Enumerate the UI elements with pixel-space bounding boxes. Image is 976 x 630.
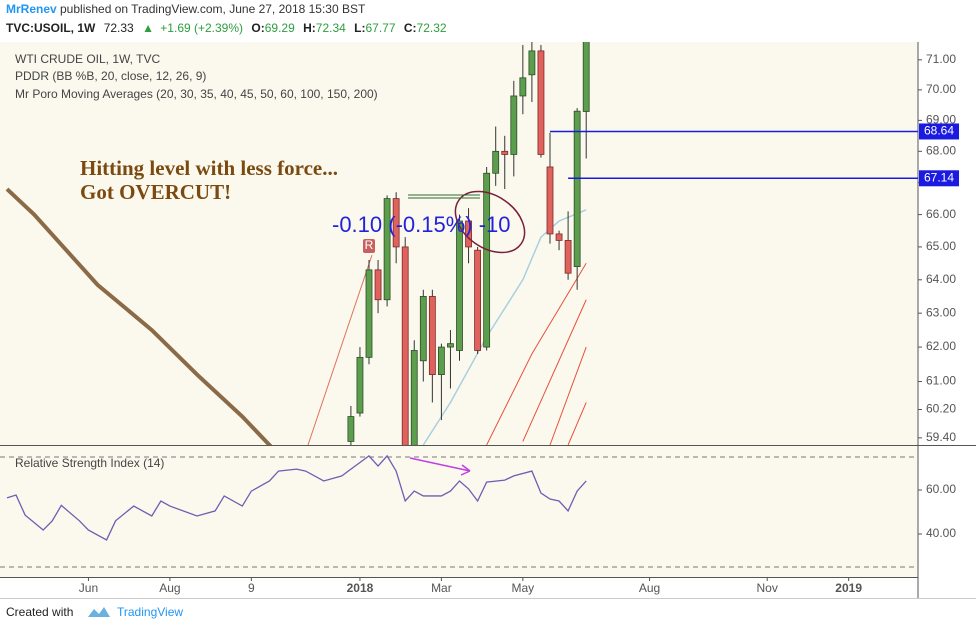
candle-body bbox=[410, 350, 418, 445]
signal-line bbox=[307, 254, 373, 445]
y-tick-label: 61.00 bbox=[926, 374, 956, 388]
candle-body bbox=[428, 296, 436, 375]
marker-label: R bbox=[365, 238, 374, 252]
candle-body bbox=[510, 95, 518, 155]
candle-body bbox=[392, 198, 400, 248]
candle-body bbox=[383, 198, 391, 301]
candle-body bbox=[419, 296, 427, 362]
arrow: ▲ bbox=[142, 21, 154, 35]
moving-average bbox=[522, 299, 587, 442]
rsi-arrow bbox=[409, 457, 471, 472]
x-tick-label: Jun bbox=[79, 581, 98, 595]
change: +1.69 (+2.39%) bbox=[160, 21, 243, 35]
y-tick-label: 68.00 bbox=[926, 143, 956, 157]
candle-body bbox=[474, 249, 482, 351]
author[interactable]: MrRenev bbox=[6, 2, 57, 16]
level-label: 68.64 bbox=[924, 124, 954, 138]
l-label: L: bbox=[354, 21, 365, 35]
y-tick-label: 69.00 bbox=[926, 113, 956, 127]
x-tick-label: 2019 bbox=[835, 581, 862, 595]
drawn-circle bbox=[454, 190, 526, 254]
y-tick-label: 71.00 bbox=[926, 52, 956, 66]
x-tick-label: Aug bbox=[159, 581, 180, 595]
y-tick-label: 70.00 bbox=[926, 82, 956, 96]
candle-body bbox=[356, 356, 364, 414]
x-tick-label: Mar bbox=[431, 581, 452, 595]
x-tick-label: Aug bbox=[639, 581, 660, 595]
moving-average bbox=[567, 402, 587, 445]
level-badge bbox=[919, 170, 959, 187]
y-tick-label: 64.00 bbox=[926, 272, 956, 286]
rsi-title: Relative Strength Index (14) bbox=[15, 456, 164, 470]
candle-body bbox=[555, 233, 563, 241]
x-tick-label: Nov bbox=[757, 581, 778, 595]
annotation: Hitting level with less force... bbox=[80, 156, 338, 180]
moving-average bbox=[422, 209, 587, 445]
y-tick-label: 62.00 bbox=[926, 339, 956, 353]
moving-average bbox=[486, 263, 587, 445]
axes: 59.40 60.20 61.00 62.00 63.00 64.00 65.00 66.00… bbox=[79, 52, 959, 595]
candle-body bbox=[528, 50, 536, 76]
overlay-text: -0.10 (-0.15%) -10 bbox=[332, 212, 511, 237]
rsi-arrow-head bbox=[460, 464, 471, 476]
moving-average bbox=[5, 187, 273, 445]
footer-brand[interactable]: TradingView bbox=[117, 605, 183, 619]
legend-entry: Mr Poro Moving Averages (20, 30, 35, 40,… bbox=[15, 87, 378, 101]
c-label: C: bbox=[404, 21, 417, 35]
candle-body bbox=[401, 246, 409, 445]
candle-body bbox=[519, 77, 527, 97]
ticker-line: TVC:USOIL, 1W 72.33 ▲ +1.69 (+2.39%) O:6… bbox=[6, 21, 447, 35]
moving-average bbox=[549, 346, 587, 445]
annotation: Got OVERCUT! bbox=[80, 180, 231, 204]
c: 72.32 bbox=[417, 21, 447, 35]
level-label: 67.14 bbox=[924, 170, 954, 184]
legend-entry: PDDR (BB %B, 20, close, 12, 26, 9) bbox=[15, 69, 206, 83]
marker-badge bbox=[363, 239, 375, 254]
candle-body bbox=[546, 166, 554, 235]
y-tick-label: 40.00 bbox=[926, 526, 956, 540]
logo bbox=[88, 607, 110, 617]
candle-body bbox=[437, 346, 445, 375]
candle-body bbox=[564, 240, 572, 274]
y-tick-label: 66.00 bbox=[926, 207, 956, 221]
symbol: TVC:USOIL, 1W bbox=[6, 21, 96, 35]
o: 69.29 bbox=[265, 21, 295, 35]
rsi-line bbox=[6, 454, 587, 541]
o-label: O: bbox=[251, 21, 264, 35]
candle-body bbox=[582, 42, 590, 112]
candle-body bbox=[347, 416, 355, 442]
h: 72.34 bbox=[316, 21, 346, 35]
candle-body bbox=[456, 220, 463, 351]
published: published on TradingView.com, June 27, 2… bbox=[60, 2, 366, 16]
x-tick-label: 9 bbox=[248, 581, 255, 595]
y-tick-label: 59.40 bbox=[926, 430, 956, 444]
y-tick-label: 60.00 bbox=[926, 482, 956, 496]
candle-body bbox=[573, 110, 581, 267]
legend-entry: WTI CRUDE OIL, 1W, TVC bbox=[15, 52, 160, 66]
rsi-pane bbox=[0, 454, 918, 568]
y-tick-label: 63.00 bbox=[926, 305, 956, 319]
candle-body bbox=[374, 269, 382, 301]
l: 67.77 bbox=[365, 21, 395, 35]
candle-body bbox=[492, 150, 500, 174]
candle-body bbox=[501, 150, 509, 155]
y-tick-label: 60.20 bbox=[926, 402, 956, 416]
h-label: H: bbox=[303, 21, 316, 35]
last: 72.33 bbox=[104, 21, 134, 35]
candle-body bbox=[483, 172, 491, 348]
candle-body bbox=[365, 269, 373, 358]
y-tick-label: 65.00 bbox=[926, 239, 956, 253]
candle-body bbox=[537, 50, 545, 155]
footer-text: Created with bbox=[6, 605, 73, 619]
candle-body bbox=[447, 343, 454, 348]
level-badge bbox=[919, 123, 959, 140]
x-tick-label: May bbox=[512, 581, 535, 595]
price-pane: R bbox=[5, 42, 918, 445]
x-tick-label: 2018 bbox=[347, 581, 374, 595]
